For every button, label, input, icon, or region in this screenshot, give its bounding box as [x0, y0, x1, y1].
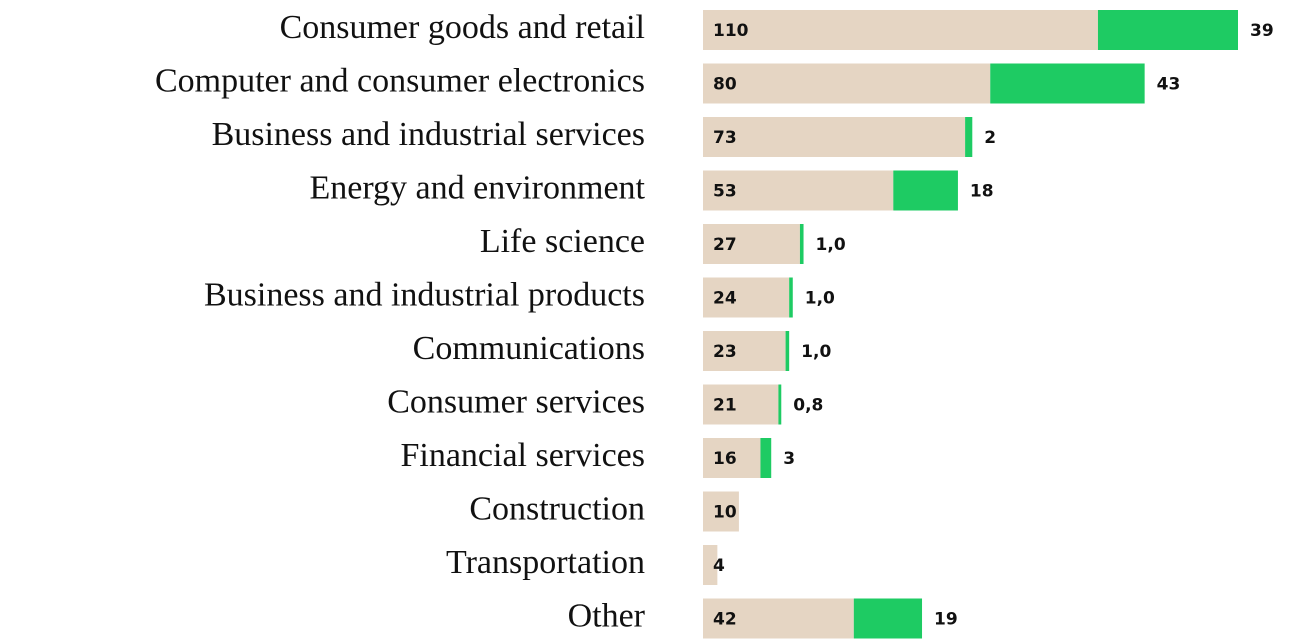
category-label: Communications — [413, 330, 645, 367]
category-label: Consumer services — [387, 383, 645, 420]
value-label: 3 — [783, 449, 795, 469]
bar-segment — [1097, 10, 1238, 50]
value-label: 53 — [713, 182, 737, 202]
value-label: 2 — [984, 128, 996, 148]
bar-segment — [853, 598, 923, 639]
value-label: 10 — [713, 503, 737, 523]
bar-segment — [789, 277, 793, 318]
bar-segment — [893, 170, 958, 211]
value-label: 27 — [713, 235, 737, 255]
bar-segment — [760, 438, 772, 478]
value-label: 4 — [713, 556, 725, 576]
bar-segment — [990, 63, 1145, 104]
value-label: 39 — [1250, 21, 1274, 41]
value-label: 43 — [1157, 75, 1181, 95]
category-label: Financial services — [400, 437, 645, 474]
bar-segment — [703, 384, 779, 425]
bar-segment — [703, 224, 800, 264]
value-label: 110 — [713, 21, 749, 41]
value-label: 80 — [713, 75, 737, 95]
value-label: 19 — [934, 610, 958, 630]
bar-segment — [703, 545, 718, 585]
bar-segment — [778, 384, 782, 425]
category-label: Construction — [469, 490, 645, 527]
category-label: Other — [568, 597, 646, 634]
bar-segment — [965, 117, 973, 157]
value-label: 16 — [713, 449, 737, 469]
category-label: Consumer goods and retail — [280, 9, 645, 46]
bar-segment — [703, 117, 966, 157]
value-label: 1,0 — [805, 289, 835, 309]
bar-segment — [703, 491, 739, 532]
value-label: 42 — [713, 610, 737, 630]
category-label: Energy and environment — [309, 169, 645, 206]
value-label: 1,0 — [816, 235, 846, 255]
category-label: Computer and consumer electronics — [155, 62, 645, 99]
category-label: Business and industrial products — [204, 276, 645, 313]
value-label: 23 — [713, 342, 737, 362]
category-label: Life science — [480, 223, 645, 260]
category-label: Business and industrial services — [212, 116, 645, 153]
value-label: 73 — [713, 128, 737, 148]
category-label: Transportation — [446, 544, 645, 581]
value-label: 18 — [970, 182, 994, 202]
bar-segment — [703, 10, 1098, 50]
value-label: 1,0 — [801, 342, 831, 362]
value-label: 21 — [713, 396, 737, 416]
bar-segment — [703, 63, 991, 104]
bar-segment — [703, 598, 854, 639]
value-label: 0,8 — [793, 396, 823, 416]
bar-segment — [703, 170, 894, 211]
bar-segment — [703, 331, 786, 371]
bar-segment — [799, 224, 804, 264]
value-label: 24 — [713, 289, 737, 309]
bar-segment — [785, 331, 790, 371]
bar-segment — [703, 277, 790, 318]
bar-segment — [703, 438, 761, 478]
